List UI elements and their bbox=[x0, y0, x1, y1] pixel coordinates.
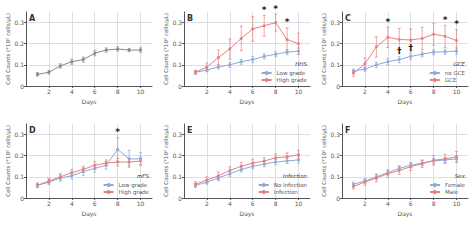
svg-text:0: 0 bbox=[20, 195, 24, 202]
svg-text:*: * bbox=[285, 17, 290, 27]
svg-text:0.1: 0.1 bbox=[330, 173, 340, 180]
svg-text:*: * bbox=[385, 17, 390, 27]
svg-text:High grade: High grade bbox=[277, 77, 308, 84]
svg-text:10: 10 bbox=[137, 88, 145, 95]
svg-text:*: * bbox=[454, 19, 459, 29]
svg-text:4: 4 bbox=[386, 88, 390, 95]
svg-text:10: 10 bbox=[295, 88, 303, 95]
svg-text:8: 8 bbox=[432, 88, 436, 95]
svg-text:*: * bbox=[443, 15, 448, 25]
svg-text:Cell Counts (*10² cells/μL): Cell Counts (*10² cells/μL) bbox=[163, 13, 170, 85]
svg-text:E: E bbox=[187, 126, 192, 135]
svg-text:Cell Counts (*10² cells/μL): Cell Counts (*10² cells/μL) bbox=[5, 13, 12, 85]
svg-text:0.1: 0.1 bbox=[14, 61, 24, 68]
svg-text:2: 2 bbox=[363, 200, 367, 207]
svg-text:2: 2 bbox=[205, 200, 209, 207]
svg-text:8: 8 bbox=[274, 88, 278, 95]
svg-text:0.2: 0.2 bbox=[14, 152, 24, 159]
svg-text:Infection: Infection bbox=[274, 189, 299, 195]
svg-text:2: 2 bbox=[363, 88, 367, 95]
svg-text:10: 10 bbox=[295, 200, 303, 207]
svg-text:10: 10 bbox=[137, 200, 145, 207]
svg-text:Low grade: Low grade bbox=[119, 182, 148, 189]
svg-text:8: 8 bbox=[432, 200, 436, 207]
svg-text:4: 4 bbox=[70, 88, 74, 95]
svg-text:Male: Male bbox=[445, 189, 459, 195]
svg-text:8: 8 bbox=[116, 200, 120, 207]
svg-text:D: D bbox=[29, 126, 36, 135]
svg-text:no GCE: no GCE bbox=[445, 70, 466, 76]
svg-text:†: † bbox=[408, 43, 413, 53]
svg-text:Infection: Infection bbox=[283, 173, 308, 179]
svg-text:0.1: 0.1 bbox=[172, 61, 182, 68]
svg-text:0.2: 0.2 bbox=[172, 40, 182, 47]
svg-text:10: 10 bbox=[453, 200, 461, 207]
svg-text:0.3: 0.3 bbox=[14, 19, 24, 26]
svg-text:8: 8 bbox=[116, 88, 120, 95]
svg-text:4: 4 bbox=[228, 88, 232, 95]
svg-text:*: * bbox=[273, 4, 278, 14]
svg-text:HHS: HHS bbox=[295, 61, 307, 67]
svg-text:Sex: Sex bbox=[455, 173, 466, 179]
svg-text:Days: Days bbox=[398, 98, 413, 106]
svg-text:0: 0 bbox=[178, 83, 182, 90]
svg-text:†: † bbox=[397, 46, 402, 56]
svg-text:6: 6 bbox=[409, 200, 413, 207]
svg-text:4: 4 bbox=[386, 200, 390, 207]
svg-text:10: 10 bbox=[453, 88, 461, 95]
svg-text:0.3: 0.3 bbox=[14, 131, 24, 138]
svg-text:mFS: mFS bbox=[137, 173, 150, 179]
svg-text:0.2: 0.2 bbox=[14, 40, 24, 47]
svg-text:0.3: 0.3 bbox=[172, 131, 182, 138]
svg-text:B: B bbox=[187, 14, 193, 23]
svg-text:GCE: GCE bbox=[445, 77, 457, 83]
svg-text:Low grade: Low grade bbox=[277, 70, 306, 77]
svg-text:Days: Days bbox=[82, 98, 97, 106]
svg-text:0.2: 0.2 bbox=[330, 40, 340, 47]
svg-text:0.2: 0.2 bbox=[172, 152, 182, 159]
svg-text:2: 2 bbox=[205, 88, 209, 95]
svg-text:0.3: 0.3 bbox=[330, 19, 340, 26]
svg-text:0.1: 0.1 bbox=[172, 173, 182, 180]
svg-text:4: 4 bbox=[228, 200, 232, 207]
svg-text:0.2: 0.2 bbox=[330, 152, 340, 159]
svg-text:Days: Days bbox=[398, 210, 413, 218]
svg-text:2: 2 bbox=[47, 200, 51, 207]
svg-text:6: 6 bbox=[93, 200, 97, 207]
svg-text:A: A bbox=[29, 14, 36, 23]
svg-text:Days: Days bbox=[240, 210, 255, 218]
svg-text:6: 6 bbox=[251, 88, 255, 95]
svg-text:0.3: 0.3 bbox=[330, 131, 340, 138]
svg-text:Days: Days bbox=[240, 98, 255, 106]
svg-text:4: 4 bbox=[70, 200, 74, 207]
svg-text:0: 0 bbox=[336, 195, 340, 202]
svg-text:0.1: 0.1 bbox=[330, 61, 340, 68]
svg-text:F: F bbox=[345, 126, 350, 135]
svg-text:6: 6 bbox=[93, 88, 97, 95]
svg-text:*: * bbox=[115, 127, 120, 137]
svg-text:High grade: High grade bbox=[119, 189, 150, 196]
svg-text:Cell Counts (*10² cells/μL): Cell Counts (*10² cells/μL) bbox=[321, 13, 328, 85]
svg-text:0: 0 bbox=[20, 83, 24, 90]
svg-text:*: * bbox=[262, 5, 267, 15]
svg-text:No Infection: No Infection bbox=[274, 182, 308, 188]
svg-text:6: 6 bbox=[251, 200, 255, 207]
svg-text:0.3: 0.3 bbox=[172, 19, 182, 26]
svg-text:Cell Counts (*10² cells/μL): Cell Counts (*10² cells/μL) bbox=[321, 125, 328, 197]
svg-text:0: 0 bbox=[178, 195, 182, 202]
svg-text:8: 8 bbox=[274, 200, 278, 207]
svg-text:0.1: 0.1 bbox=[14, 173, 24, 180]
svg-text:C: C bbox=[345, 14, 351, 23]
svg-text:Cell Counts (*10² cells/μL): Cell Counts (*10² cells/μL) bbox=[163, 125, 170, 197]
svg-text:GCE: GCE bbox=[453, 61, 465, 67]
svg-text:Cell Counts (*10² cells/μL): Cell Counts (*10² cells/μL) bbox=[5, 125, 12, 197]
svg-text:Female: Female bbox=[445, 182, 466, 188]
svg-text:Days: Days bbox=[82, 210, 97, 218]
svg-text:2: 2 bbox=[47, 88, 51, 95]
svg-text:0: 0 bbox=[336, 83, 340, 90]
svg-text:6: 6 bbox=[409, 88, 413, 95]
